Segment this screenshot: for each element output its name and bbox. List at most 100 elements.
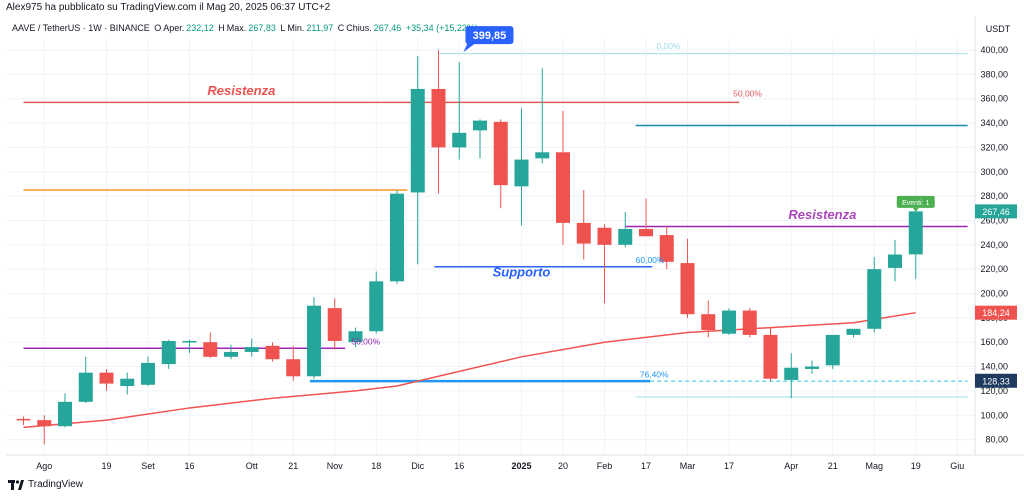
candle-body [597,227,612,245]
x-tick-label: 21 [288,461,298,471]
x-tick-label: 16 [184,461,194,471]
y-tick-label: 220,00 [980,264,1008,274]
change-value: +35,34 (+15,22%) [405,23,478,33]
candle-body [576,222,591,244]
candle-body [452,132,467,148]
candle-body [680,263,695,315]
x-tick-label: 17 [641,461,651,471]
y-tick-label: 120,00 [980,386,1008,396]
fib-level-label: 0,00% [656,41,681,51]
x-tick-label: Giu [950,461,964,471]
candle-body [16,418,31,421]
x-tick-label: 21 [828,461,838,471]
candle-body [244,347,259,352]
candle-body [908,211,923,255]
candle-body [701,314,716,331]
y-tick-label: 80,00 [985,435,1008,445]
price-badge [975,373,1017,388]
x-tick-label: 17 [724,461,734,471]
high-marker-pointer [463,43,476,53]
x-tick-label: Apr [784,461,798,471]
ohlc-legend: AAVE / TetherUS · 1W · BINANCE O Aper. 232… [12,23,480,33]
x-tick-label: 18 [371,461,381,471]
low-value: 211,97 [306,23,334,33]
price-badge [975,204,1017,219]
candle-body [141,362,155,385]
candle-body [327,308,342,341]
tradingview-brand: TradingView [28,479,84,490]
candle-body [473,120,487,131]
candle-body [286,359,301,377]
high-value: 267,83 [248,23,276,33]
candle-body [514,159,529,187]
candle-body [265,345,280,360]
candle-body [203,342,218,357]
price-badge [975,305,1017,320]
y-tick-label: 140,00 [980,362,1008,372]
y-tick-label: 200,00 [980,289,1008,299]
y-tick-label: 360,00 [980,94,1008,104]
x-tick-label: 16 [454,461,464,471]
y-tick-label: 260,00 [980,215,1008,225]
open-value: 232,12 [186,23,214,33]
symbol-label[interactable]: AAVE / TetherUS · 1W · BINANCE [12,23,150,33]
candle-body [825,334,840,366]
fib-level-label: 76,40% [640,370,669,380]
price-badge-label: 267,46 [982,207,1010,217]
x-tick-label: Mar [680,461,696,471]
candle-body [618,228,633,245]
annotation-label: Resistenza [207,83,275,98]
close-prefix: Chius. [346,23,372,33]
x-tick-label: Mag [865,461,883,471]
candle-body [369,281,384,332]
x-tick-label: Ott [246,461,259,471]
candle-body [58,401,72,427]
annotation-label: Supporto [493,264,551,279]
candle-body [390,193,404,282]
high-label: H [218,23,225,33]
high-marker-label: 399,85 [473,30,507,42]
close-value: 267,46 [373,23,402,33]
candle-body [888,254,902,268]
y-tick-label: 340,00 [980,118,1008,128]
candle-body [224,351,238,357]
fib-level-label: 50,00% [733,88,762,98]
candle-body [307,305,321,377]
candle-body [37,420,52,427]
candle-body [784,367,799,380]
open-label: O [154,23,162,33]
low-label: L [280,23,286,33]
candle-body [805,366,819,369]
candle-body [99,372,114,384]
high-prefix: Max. [226,23,247,33]
candle-body [161,340,176,365]
y-tick-label: 400,00 [980,45,1008,55]
y-tick-label: 300,00 [980,167,1008,177]
candle-body [556,152,570,223]
events-badge-pointer [912,207,919,212]
candle-body [846,328,861,335]
candle-body [431,88,446,148]
y-tick-label: 280,00 [980,191,1008,201]
tradingview-logo-icon [8,479,24,490]
x-tick-label: 20 [558,461,568,471]
x-tick-label: 19 [101,461,111,471]
events-badge-label: Eventi: 1 [902,200,929,207]
x-tick-label: 19 [911,461,921,471]
open-prefix: Aper. [163,23,185,33]
x-tick-label: Ago [36,461,52,471]
candle-body [639,228,653,237]
candle-body [493,121,508,186]
moving-average-line [23,311,916,429]
annotation-label: Resistenza [788,207,856,222]
x-tick-label: Feb [597,461,613,471]
close-label: C [337,23,345,33]
candle-body [722,310,736,334]
candle-body [763,334,778,379]
currency-label: USDT [986,24,1011,34]
x-tick-label: Dic [411,461,424,471]
candle-body [120,378,135,387]
fib-level-label: 60,00% [636,255,665,265]
